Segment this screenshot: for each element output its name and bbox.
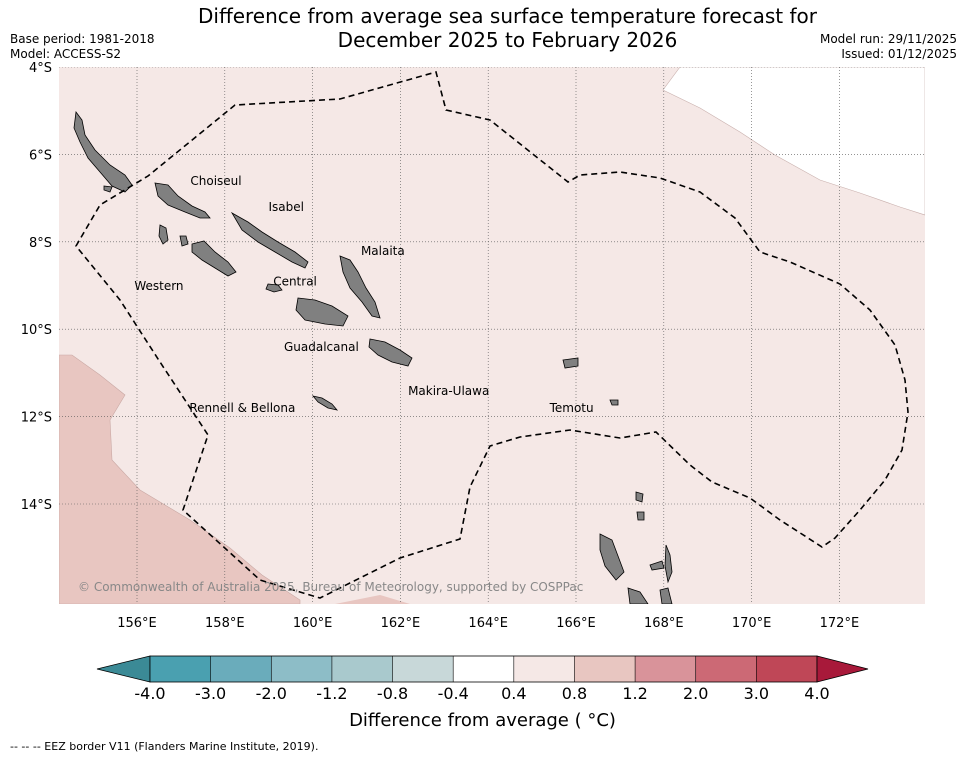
colorbar-swatch xyxy=(453,656,514,682)
colorbar-swatch xyxy=(392,656,454,682)
base-period: Base period: 1981-2018 xyxy=(10,32,155,46)
colorbar-swatch xyxy=(210,656,272,682)
model-run: Model run: 29/11/2025 xyxy=(819,32,957,46)
lon-tick-label: 168°E xyxy=(644,616,684,631)
vanikoro-island xyxy=(609,399,619,406)
province-label: Guadalcanal xyxy=(284,340,359,354)
lat-tick-label: 4°S xyxy=(29,61,52,76)
colorbar-swatch xyxy=(695,656,757,682)
makira-island xyxy=(368,338,413,367)
province-labels: Choiseul Isabel Malaita Western Central Guada… xyxy=(134,174,593,415)
colorbar-swatch xyxy=(635,656,696,682)
province-label: Central xyxy=(273,275,317,289)
shortland xyxy=(103,185,113,193)
espiritu-santo xyxy=(599,533,625,581)
colorbar-tick-label: -1.2 xyxy=(316,684,347,703)
colorbar-tick-label: 0.4 xyxy=(501,684,526,703)
colorbar-swatch xyxy=(331,656,393,682)
title-line-1: Difference from average sea surface temp… xyxy=(197,4,817,28)
lon-tick-label: 158°E xyxy=(205,616,245,631)
province-label: Malaita xyxy=(361,244,405,258)
map-title: Difference from average sea surface temp… xyxy=(160,4,855,52)
rennell-island xyxy=(311,395,339,411)
colorbar-swatch xyxy=(756,656,817,682)
warm-anomaly-region xyxy=(59,354,301,604)
lat-tick-label: 12°S xyxy=(21,411,52,426)
neutral-region-white xyxy=(662,67,925,216)
guadalcanal-island xyxy=(295,297,349,327)
colorbar-tick-label: 0.8 xyxy=(562,684,587,703)
isabel-island-2 xyxy=(230,211,309,269)
santa-cruz-island xyxy=(562,357,579,369)
model-name: Model: ACCESS-S2 xyxy=(10,47,122,61)
meta-left: Base period: 1981-2018 Model: ACCESS-S2 xyxy=(10,32,155,62)
province-label: Makira-Ulawa xyxy=(408,384,489,398)
colorbar-swatch xyxy=(513,656,575,682)
colorbar: -4.0 -3.0 -2.0 -1.2 -0.8 -0.4 0.4 0.8 1.2 2.0 3.0 4… xyxy=(96,655,869,703)
colorbar-title: Difference from average ( °C) xyxy=(349,710,616,731)
lon-tick-label: 172°E xyxy=(820,616,860,631)
pentecost-island xyxy=(659,587,673,604)
longitude-labels: 156°E 158°E 160°E 162°E 164°E 166°E 168°E 170°E… xyxy=(117,616,859,631)
colorbar-tick-label: 3.0 xyxy=(744,684,769,703)
lon-tick-label: 164°E xyxy=(468,616,508,631)
lon-tick-label: 162°E xyxy=(381,616,421,631)
torres-islands xyxy=(635,491,644,503)
ranongga xyxy=(179,235,189,247)
vella-lavella xyxy=(158,224,169,245)
province-label: Rennell & Bellona xyxy=(189,401,295,415)
colorbar-swatch xyxy=(574,656,636,682)
copyright-text: © Commonwealth of Australia 2025, Bureau… xyxy=(78,580,583,594)
colorbar-swatch xyxy=(150,656,211,682)
latitude-labels: 4°S 6°S 8°S 10°S 12°S 14°S xyxy=(21,61,52,513)
colorbar-over-arrow xyxy=(816,655,869,683)
province-label: Western xyxy=(134,279,183,293)
isabel-island xyxy=(154,182,211,219)
colorbar-tick-label: -0.8 xyxy=(377,684,408,703)
malaita-island xyxy=(339,255,381,319)
new-georgia-island xyxy=(191,240,237,277)
title-line-2: December 2025 to February 2026 xyxy=(337,28,678,52)
province-label: Choiseul xyxy=(190,174,241,188)
footnote: -- -- -- EEZ border V11 (Flanders Marine… xyxy=(10,740,319,753)
graticule xyxy=(59,67,925,604)
meta-right: Model run: 29/11/2025 Issued: 01/12/2025 xyxy=(820,32,957,62)
colorbar-swatch xyxy=(271,656,332,682)
colorbar-tick-label: -3.0 xyxy=(195,684,226,703)
florida-islands xyxy=(265,283,283,293)
lon-tick-label: 170°E xyxy=(732,616,772,631)
malekula xyxy=(627,587,649,604)
colorbar-tick-label: 4.0 xyxy=(804,684,829,703)
map-area: Choiseul Isabel Malaita Western Central Guada… xyxy=(59,67,925,604)
colorbar-tick-label: -2.0 xyxy=(256,684,287,703)
lat-tick-label: 6°S xyxy=(29,148,52,163)
lon-tick-label: 166°E xyxy=(556,616,596,631)
lat-tick-label: 8°S xyxy=(29,236,52,251)
colorbar-tick-label: 2.0 xyxy=(683,684,708,703)
province-label: Temotu xyxy=(549,401,594,415)
lon-tick-label: 156°E xyxy=(117,616,157,631)
colorbar-tick-label: -4.0 xyxy=(134,684,165,703)
lon-tick-label: 160°E xyxy=(293,616,333,631)
province-label: Isabel xyxy=(269,200,304,214)
lat-tick-label: 14°S xyxy=(21,498,52,513)
land-masses xyxy=(73,110,673,604)
issued-date: Issued: 01/12/2025 xyxy=(841,47,957,61)
maewo-island xyxy=(664,544,673,584)
banks-islands xyxy=(636,511,645,521)
lat-tick-label: 10°S xyxy=(21,323,52,338)
colorbar-tick-label: -0.4 xyxy=(438,684,469,703)
ambae-island xyxy=(649,560,665,571)
colorbar-under-arrow xyxy=(96,655,151,683)
warm-anomaly-region-bottom xyxy=(335,595,410,604)
eez-border xyxy=(75,71,909,599)
colorbar-tick-label: 1.2 xyxy=(622,684,647,703)
